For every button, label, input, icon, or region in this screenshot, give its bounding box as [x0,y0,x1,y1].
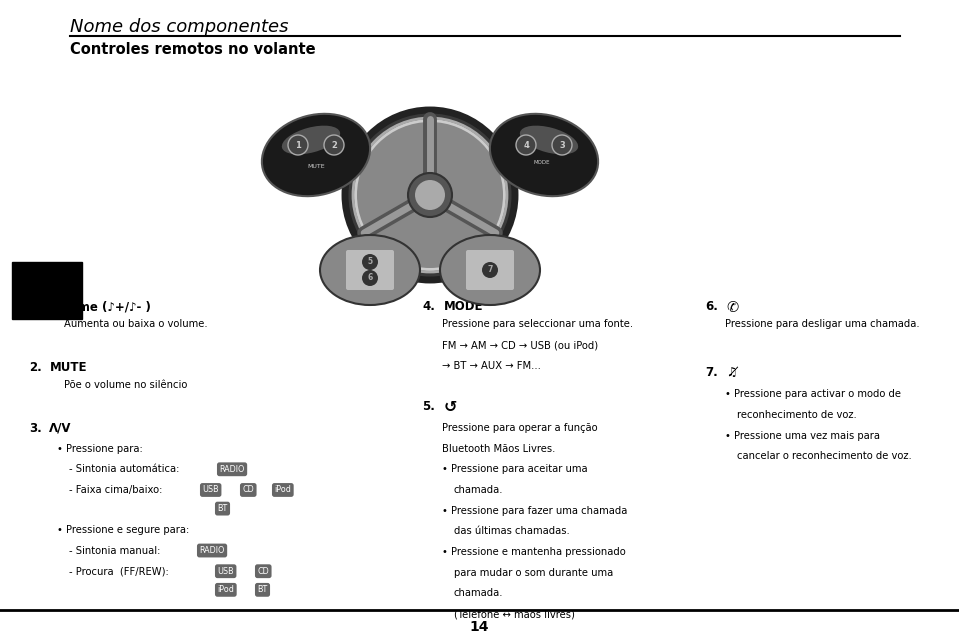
Text: Pressione para operar a função: Pressione para operar a função [442,423,597,433]
Circle shape [346,111,514,279]
Text: • Pressione para:: • Pressione para: [58,444,143,454]
Text: ✆: ✆ [727,300,739,315]
Circle shape [357,122,503,268]
Text: chamada.: chamada. [454,589,503,598]
Text: FM → AM → CD → USB (ou iPod): FM → AM → CD → USB (ou iPod) [442,340,598,350]
Text: 7: 7 [487,266,493,274]
Text: reconhecimento de voz.: reconhecimento de voz. [737,410,856,420]
Text: Volume (♪+/♪- ): Volume (♪+/♪- ) [49,300,152,313]
Ellipse shape [520,126,578,155]
Text: iPod: iPod [218,586,234,594]
Text: (Telefone ↔ mãos livres): (Telefone ↔ mãos livres) [454,609,574,619]
FancyBboxPatch shape [346,250,394,290]
Circle shape [415,180,445,210]
Text: CD: CD [257,567,269,575]
Text: das últimas chamadas.: das últimas chamadas. [454,526,570,536]
Text: iPod: iPod [274,485,292,495]
Text: 7.: 7. [705,366,717,379]
Circle shape [552,135,572,155]
Text: ♫̸: ♫̸ [727,366,737,379]
Circle shape [362,270,378,286]
Text: Põe o volume no silêncio: Põe o volume no silêncio [64,380,188,390]
Text: BT: BT [257,586,268,594]
Text: MUTE: MUTE [307,165,325,170]
Text: CD: CD [243,485,254,495]
Circle shape [516,135,536,155]
Text: 1.: 1. [30,300,42,313]
Text: → BT → AUX → FM...: → BT → AUX → FM... [442,361,541,371]
Ellipse shape [282,126,340,155]
Text: MODE: MODE [444,300,483,313]
Text: • Pressione para aceitar uma: • Pressione para aceitar uma [442,464,588,475]
Text: 1: 1 [295,141,301,150]
Text: cancelar o reconhecimento de voz.: cancelar o reconhecimento de voz. [737,451,912,461]
Text: Λ/V: Λ/V [49,422,72,435]
Ellipse shape [320,235,420,305]
Text: 5: 5 [367,257,372,266]
Text: ↺: ↺ [444,399,457,415]
Text: 2.: 2. [30,361,42,374]
Text: 3: 3 [559,141,565,150]
Text: USB: USB [218,567,234,575]
Text: MUTE: MUTE [49,361,87,374]
Text: Pressione para desligar uma chamada.: Pressione para desligar uma chamada. [725,319,920,329]
Text: - Sintonia manual:: - Sintonia manual: [69,546,161,555]
Text: Aumenta ou baixa o volume.: Aumenta ou baixa o volume. [64,319,208,329]
Text: MODE: MODE [534,160,550,165]
Text: para mudar o som durante uma: para mudar o som durante uma [454,568,613,578]
Circle shape [288,135,308,155]
Circle shape [482,262,498,278]
Text: Bluetooth Mãos Livres.: Bluetooth Mãos Livres. [442,444,555,454]
Text: • Pressione e mantenha pressionado: • Pressione e mantenha pressionado [442,547,625,557]
Ellipse shape [440,235,540,305]
Text: 3.: 3. [30,422,42,435]
Text: 6: 6 [367,273,373,283]
Circle shape [354,119,506,271]
Text: • Pressione para activar o modo de: • Pressione para activar o modo de [725,389,901,399]
Text: Controles remotos no volante: Controles remotos no volante [70,42,316,57]
Text: - Faixa cima/baixo:: - Faixa cima/baixo: [69,485,163,495]
Text: BT: BT [218,504,227,513]
Text: RADIO: RADIO [220,465,245,474]
Circle shape [408,173,452,217]
Text: • Pressione para fazer uma chamada: • Pressione para fazer uma chamada [442,505,627,516]
Text: - Sintonia automática:: - Sintonia automática: [69,464,179,475]
Text: • Pressione e segure para:: • Pressione e segure para: [58,525,190,535]
Text: Nome dos componentes: Nome dos componentes [70,18,289,36]
Ellipse shape [262,114,370,196]
Text: 6.: 6. [705,300,717,313]
Text: chamada.: chamada. [454,485,503,495]
Text: - Procura  (FF/REW):: - Procura (FF/REW): [69,566,169,576]
Text: • Pressione uma vez mais para: • Pressione uma vez mais para [725,430,879,440]
Text: Pressione para seleccionar uma fonte.: Pressione para seleccionar uma fonte. [442,319,633,329]
Text: USB: USB [202,485,219,495]
Circle shape [362,254,378,270]
Ellipse shape [490,114,598,196]
Text: RADIO: RADIO [199,546,224,555]
FancyBboxPatch shape [466,250,514,290]
Text: 2: 2 [331,141,337,150]
Text: 14: 14 [469,620,489,631]
Text: 5.: 5. [422,399,434,413]
Text: 4.: 4. [422,300,434,313]
Circle shape [324,135,344,155]
Text: 4: 4 [523,141,529,150]
FancyBboxPatch shape [12,262,82,319]
